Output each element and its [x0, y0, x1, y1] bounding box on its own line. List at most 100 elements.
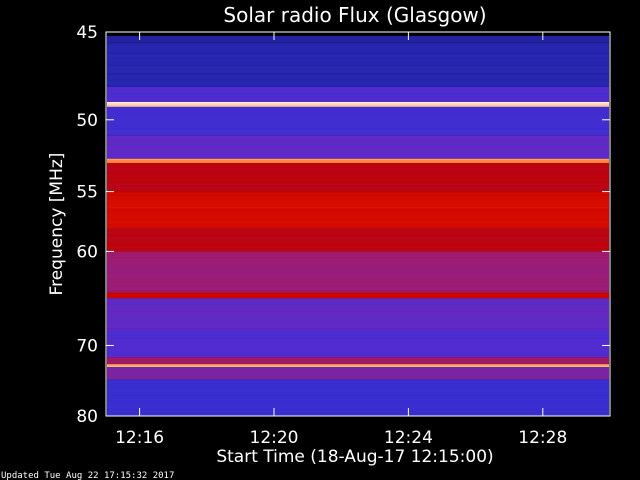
- band-striation: [107, 397, 609, 399]
- band-striation: [107, 343, 609, 346]
- band-striation: [107, 263, 609, 265]
- band-striation: [107, 187, 609, 189]
- band-striation: [107, 403, 609, 405]
- band-striation: [107, 400, 609, 402]
- band-striation: [107, 85, 609, 87]
- band-striation: [107, 260, 609, 262]
- band-striation: [107, 175, 609, 177]
- band-striation: [107, 328, 609, 331]
- band-striation: [107, 364, 609, 366]
- band-striation: [107, 194, 609, 196]
- band-striation: [107, 234, 609, 236]
- band-striation: [107, 287, 609, 289]
- band-striation: [107, 284, 609, 286]
- band-striation: [107, 325, 609, 327]
- band-striation: [107, 156, 609, 158]
- band-striation: [107, 237, 609, 239]
- band-striation: [107, 178, 609, 180]
- y-tick-label: 45: [76, 23, 98, 43]
- band-striation: [107, 138, 609, 140]
- band-striation: [107, 121, 609, 124]
- band-striation: [107, 58, 609, 60]
- band-striation: [107, 240, 609, 242]
- band-striation: [107, 61, 609, 63]
- band-striation: [107, 218, 609, 220]
- band-striation: [107, 355, 609, 358]
- band-striation: [107, 376, 609, 378]
- band-striation: [107, 307, 609, 309]
- x-tick-label: 12:24: [384, 428, 433, 448]
- plot-frame: [105, 31, 611, 417]
- y-axis: 45 50 55 60 70 80: [76, 23, 610, 427]
- band-striation: [107, 251, 609, 253]
- band-striation: [107, 391, 609, 393]
- band-striation: [107, 298, 609, 300]
- band-striation: [107, 73, 609, 75]
- band-striation: [107, 301, 609, 303]
- x-tick-label: 12:28: [518, 428, 567, 448]
- band-striation: [107, 331, 609, 334]
- band-striation: [107, 352, 609, 355]
- band-striation: [107, 161, 609, 163]
- band-striation: [107, 86, 609, 89]
- band-striation: [107, 346, 609, 349]
- band-striation: [107, 370, 609, 372]
- band-striation: [107, 133, 609, 136]
- band-striation: [107, 319, 609, 321]
- x-tick-label: 12:16: [115, 428, 164, 448]
- band-striation: [107, 118, 609, 121]
- band-striation: [107, 409, 609, 411]
- frequency-band-11: [107, 292, 609, 299]
- band-striation: [107, 322, 609, 324]
- band-striation: [107, 124, 609, 127]
- y-tick-label: 70: [76, 336, 98, 356]
- frequency-band-3: [107, 102, 609, 107]
- band-striation: [107, 46, 609, 48]
- band-striation: [107, 281, 609, 283]
- frequency-band-6: [107, 158, 609, 164]
- band-striation: [107, 304, 609, 306]
- band-striation: [107, 373, 609, 375]
- band-striation: [107, 105, 609, 107]
- band-striation: [107, 82, 609, 84]
- band-striation: [107, 70, 609, 72]
- band-striation: [107, 184, 609, 186]
- band-striation: [107, 153, 609, 155]
- band-striation: [107, 98, 609, 101]
- band-striation: [107, 228, 609, 230]
- band-striation: [107, 150, 609, 152]
- band-striation: [107, 92, 609, 95]
- band-striation: [107, 203, 609, 205]
- band-striation: [107, 412, 609, 414]
- frequency-band-15: [107, 364, 609, 368]
- band-striation: [107, 357, 609, 359]
- band-striation: [107, 79, 609, 81]
- band-striation: [107, 367, 609, 369]
- band-striation: [107, 212, 609, 214]
- band-striation: [107, 67, 609, 69]
- frequency-band-7: [107, 163, 609, 192]
- band-striation: [107, 313, 609, 315]
- band-striation: [107, 295, 609, 297]
- band-striation: [107, 166, 609, 168]
- band-striation: [107, 38, 609, 41]
- band-striation: [107, 224, 609, 226]
- band-striation: [107, 272, 609, 274]
- band-striation: [107, 181, 609, 183]
- band-striation: [107, 310, 609, 312]
- band-striation: [107, 209, 609, 211]
- band-striation: [107, 388, 609, 390]
- band-striation: [107, 215, 609, 217]
- band-striation: [107, 41, 609, 44]
- band-striation: [107, 227, 609, 229]
- band-striation: [107, 112, 609, 115]
- x-axis: 12:16 12:20 12:24 12:28: [115, 32, 567, 448]
- band-striation: [107, 221, 609, 223]
- band-striation: [107, 89, 609, 92]
- band-striation: [107, 200, 609, 202]
- chart-title: Solar radio Flux (Glasgow): [223, 3, 486, 27]
- band-striation: [107, 243, 609, 245]
- band-striation: [107, 49, 609, 51]
- band-striation: [107, 109, 609, 112]
